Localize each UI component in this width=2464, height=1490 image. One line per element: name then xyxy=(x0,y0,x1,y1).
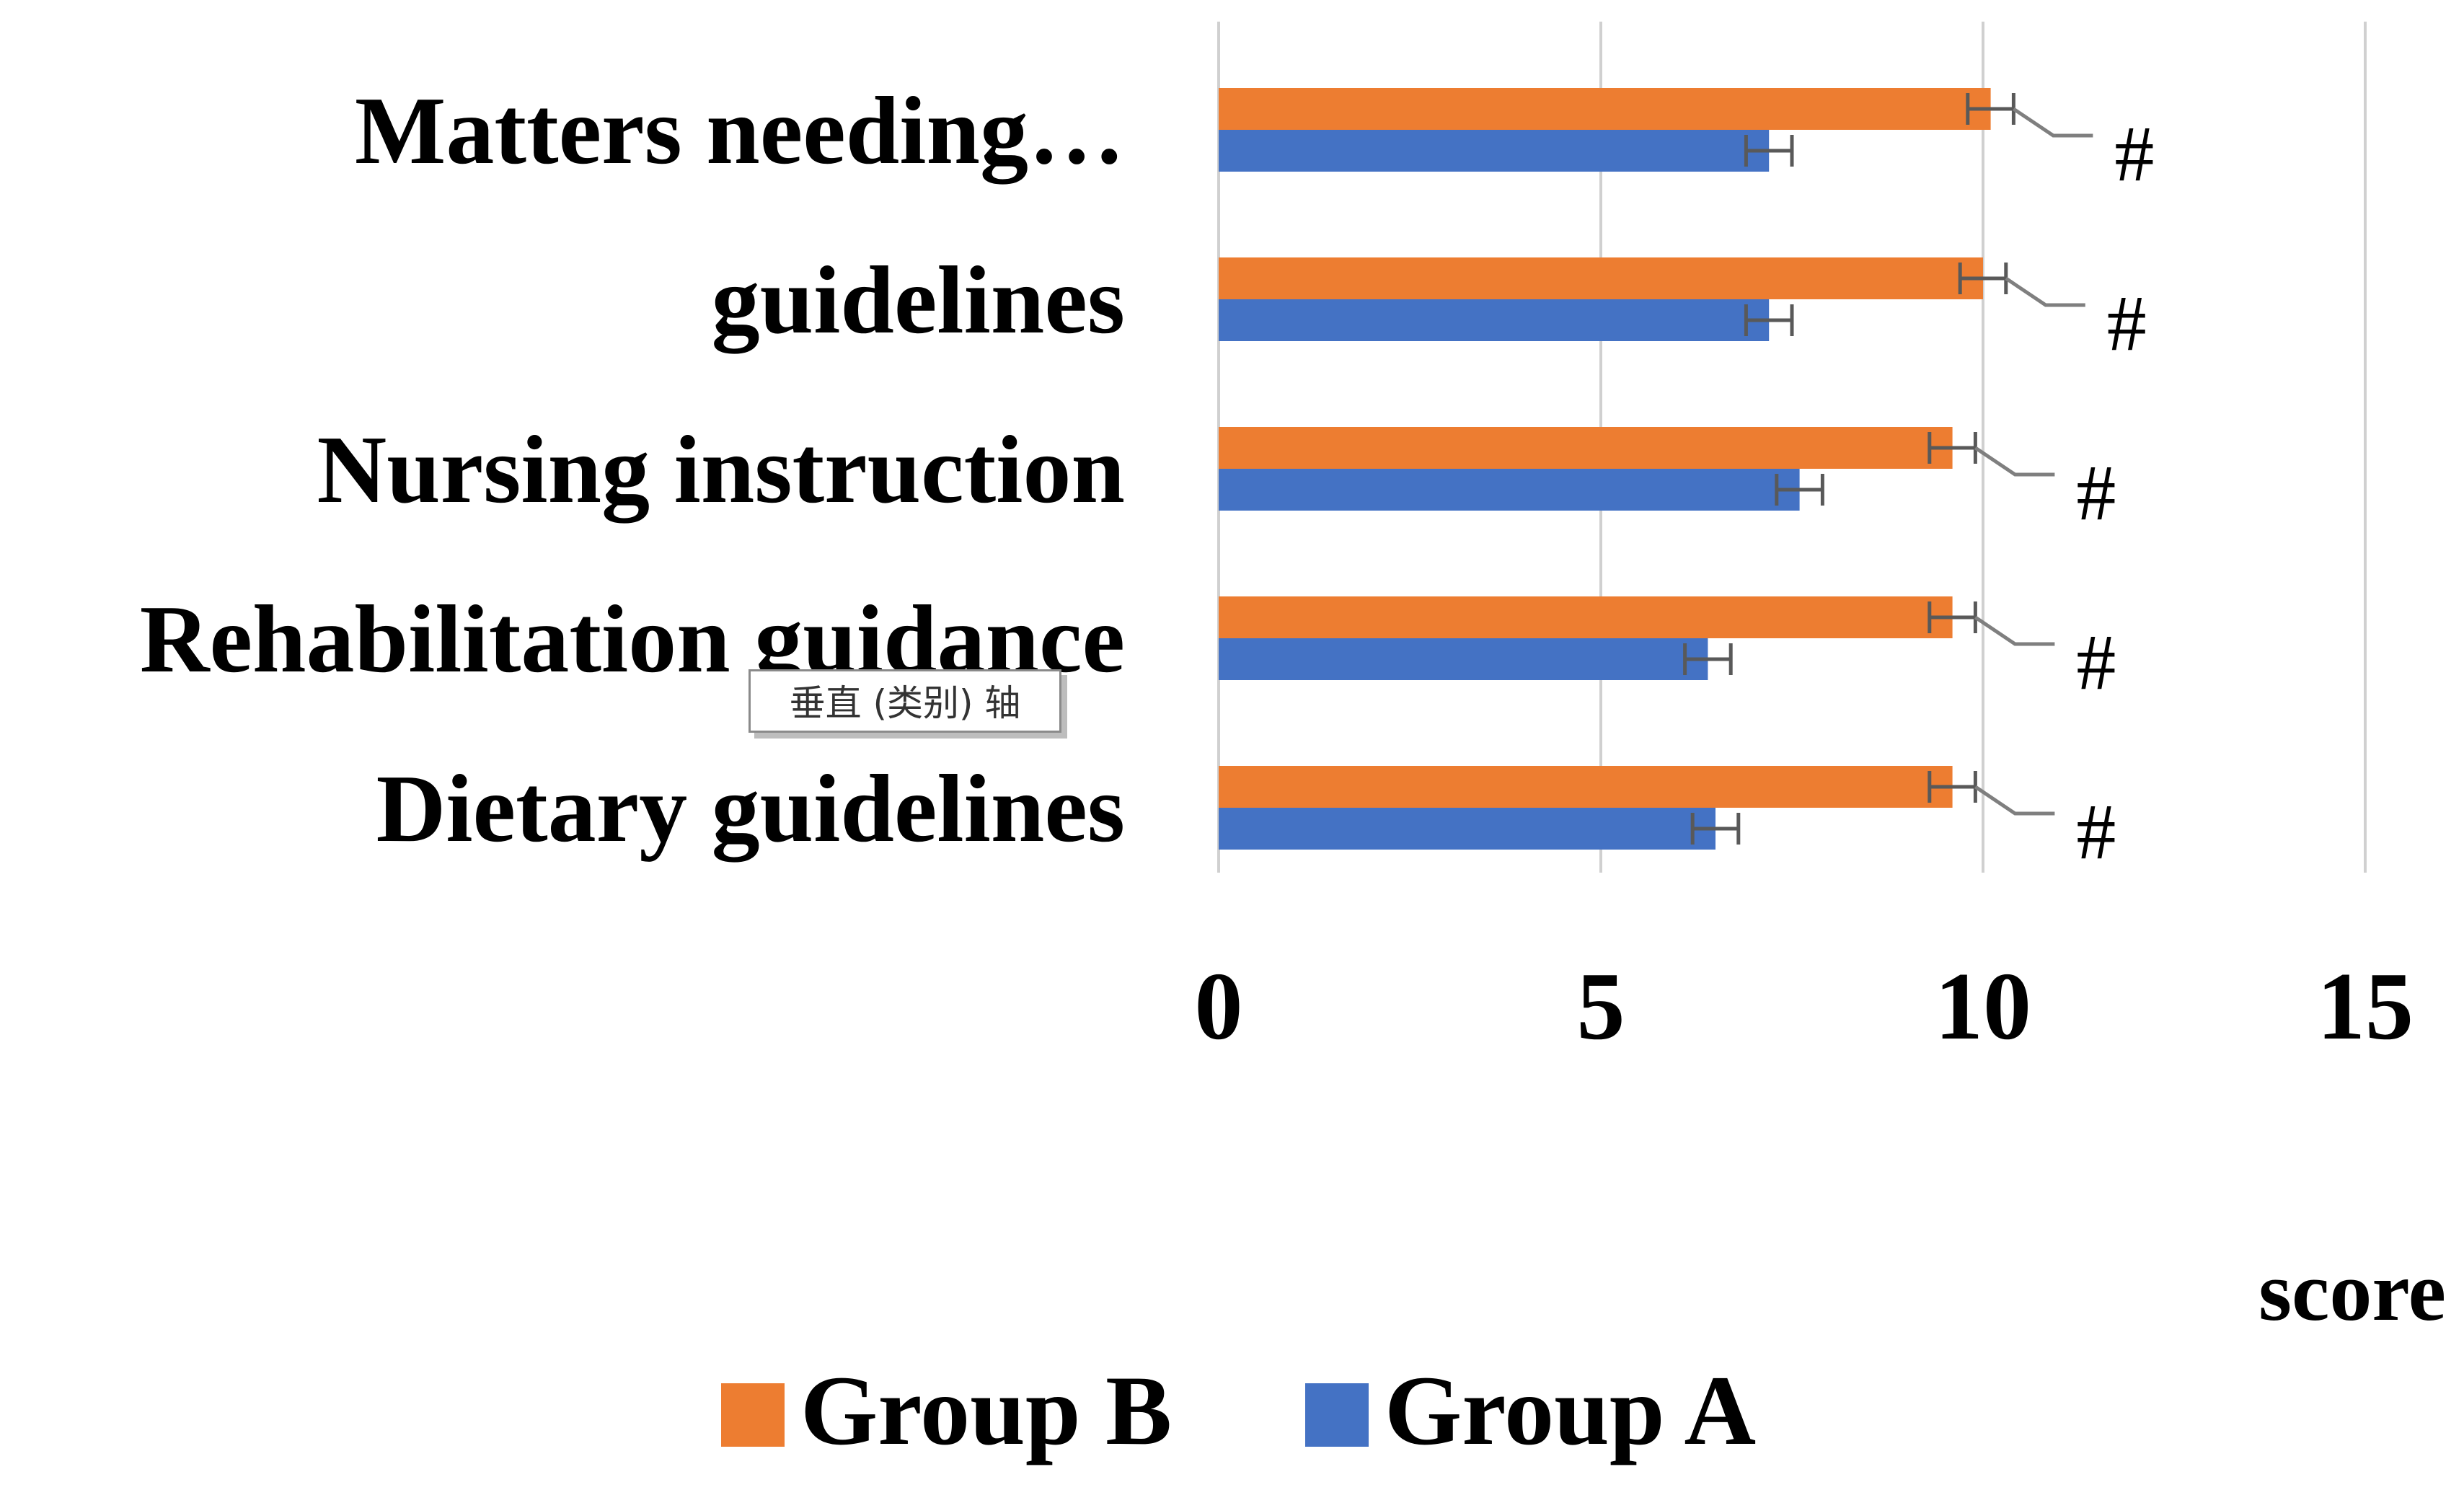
significance-marker: # xyxy=(2076,449,2116,537)
leader-line xyxy=(2013,107,2093,138)
significance-marker: # xyxy=(2076,618,2116,706)
leader-line xyxy=(1974,785,2055,816)
leader-line xyxy=(1974,615,2055,646)
x-axis-title: score xyxy=(2258,1244,2446,1339)
bar-group-a xyxy=(1219,808,1715,850)
leader-line xyxy=(1974,446,2055,477)
bar-group-b xyxy=(1219,766,1953,808)
category-label: guidelines xyxy=(712,247,1125,354)
category-label: Matters needing… xyxy=(355,77,1125,185)
legend-label: Group B xyxy=(800,1355,1172,1465)
category-labels: Matters needing… guidelines Nursing instru… xyxy=(140,77,1125,863)
bar-group-a xyxy=(1219,469,1800,511)
bars xyxy=(1219,88,1991,850)
significance-marker: # xyxy=(2114,110,2154,198)
bar-group-a xyxy=(1219,130,1770,172)
bar-group-a xyxy=(1219,299,1770,341)
category-label: Nursing instruction xyxy=(317,416,1125,524)
x-tick-label: 0 xyxy=(1195,953,1243,1059)
x-tick-label: 5 xyxy=(1577,953,1625,1059)
bar-group-b xyxy=(1219,427,1953,469)
legend-label: Group A xyxy=(1385,1355,1756,1465)
significance-marker: # xyxy=(2107,279,2147,367)
x-tick-label: 15 xyxy=(2317,953,2414,1059)
significance-marker: # xyxy=(2076,788,2116,876)
bar-group-b xyxy=(1219,596,1953,638)
significance-markers: # # # # # xyxy=(1974,107,2154,876)
bar-group-b xyxy=(1219,257,1983,299)
bar-group-b xyxy=(1219,88,1991,130)
bar-group-a xyxy=(1219,638,1708,680)
x-tick-labels: 0 5 10 15 xyxy=(1195,953,2414,1059)
category-label: Dietary guidelines xyxy=(376,755,1125,863)
legend-swatch xyxy=(721,1383,785,1447)
legend: Group B Group A xyxy=(721,1355,1756,1465)
x-tick-label: 10 xyxy=(1935,953,2031,1059)
axis-tooltip: 垂直 (类别) 轴 xyxy=(749,669,1061,733)
legend-swatch xyxy=(1305,1383,1369,1447)
leader-line xyxy=(2005,276,2085,307)
